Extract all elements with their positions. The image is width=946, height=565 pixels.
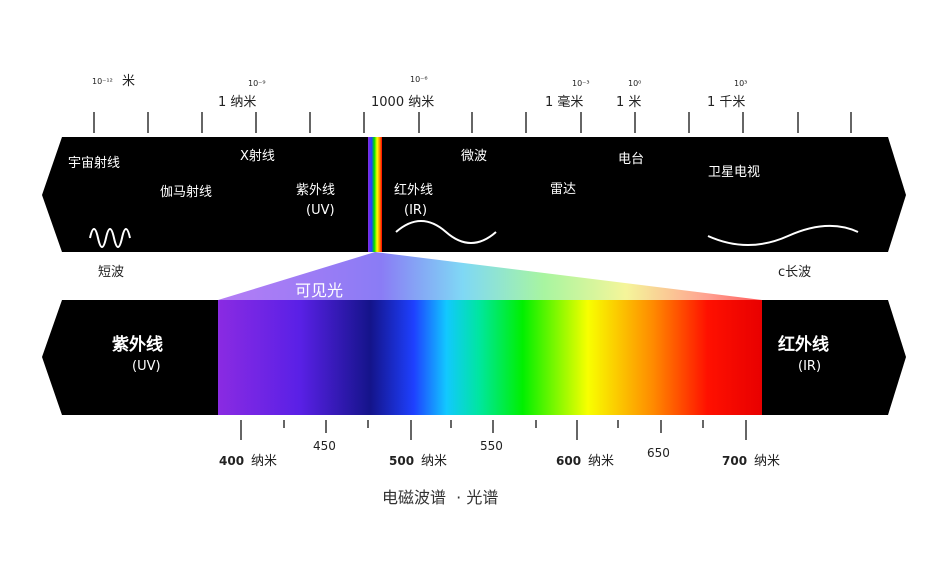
long-wave-label: c长波 — [778, 265, 811, 280]
tick-450: 450 — [313, 439, 336, 453]
band-radar: 雷达 — [550, 182, 576, 197]
unit-label: 1 千米 — [707, 95, 745, 110]
exp-label: 10⁻³ — [572, 79, 590, 88]
tick-550: 550 — [480, 439, 503, 453]
tick-700: 700 — [722, 454, 747, 468]
exp-label: 10⁰ — [628, 79, 641, 88]
medium-wave-icon — [395, 220, 497, 244]
tick-unit: 纳米 — [421, 454, 447, 469]
band-ir-abbr: (IR) — [404, 203, 427, 218]
tick-600: 600 — [556, 454, 581, 468]
exp-label: 10⁻¹² — [92, 77, 113, 86]
em-band — [42, 137, 906, 252]
tick-650: 650 — [647, 446, 670, 460]
spectrum-uv-abbr: (UV) — [132, 359, 161, 374]
short-wave-label: 短波 — [98, 265, 124, 280]
spectrum-uv-label: 紫外线 — [112, 334, 163, 355]
unit-label: 1 毫米 — [545, 94, 583, 110]
band-radio: 电台 — [618, 152, 644, 167]
visible-spectrum — [218, 300, 762, 415]
exp-label: 10⁻⁹ — [248, 79, 266, 88]
long-wave-icon — [707, 224, 859, 246]
caption: 电磁波谱 · 光谱 — [382, 488, 498, 507]
tick-unit: 纳米 — [588, 454, 614, 469]
spectrum-scale — [240, 420, 747, 440]
unit-label: 1000 纳米 — [371, 95, 434, 110]
band-gamma: 伽马射线 — [160, 184, 212, 200]
spectrum-ir-label: 红外线 — [778, 334, 829, 355]
tick-400: 400 — [219, 454, 244, 468]
band-cosmic: 宇宙射线 — [68, 155, 120, 171]
band-ir: 红外线 — [394, 182, 433, 198]
short-wave-icon — [89, 228, 131, 248]
tick-unit: 纳米 — [754, 454, 780, 469]
band-xray: X射线 — [240, 148, 275, 164]
exp-label: 10⁻⁶ — [410, 75, 428, 84]
top-scale — [93, 112, 852, 133]
visible-strip — [368, 137, 382, 252]
exp-label: 10³ — [734, 79, 747, 88]
band-uv: 紫外线 — [296, 183, 335, 198]
band-microwave: 微波 — [461, 149, 487, 164]
band-uv-abbr: (UV) — [306, 203, 335, 218]
visible-cone — [218, 252, 762, 300]
tick-500: 500 — [389, 454, 414, 468]
spectrum-ir-abbr: (IR) — [798, 359, 821, 374]
tick-unit: 纳米 — [251, 454, 277, 469]
visible-light-label: 可见光 — [295, 281, 343, 300]
unit-label: 1 纳米 — [218, 95, 256, 110]
band-satellite-tv: 卫星电视 — [708, 165, 760, 180]
unit-label: 米 — [122, 74, 135, 89]
unit-label: 1 米 — [616, 95, 641, 110]
